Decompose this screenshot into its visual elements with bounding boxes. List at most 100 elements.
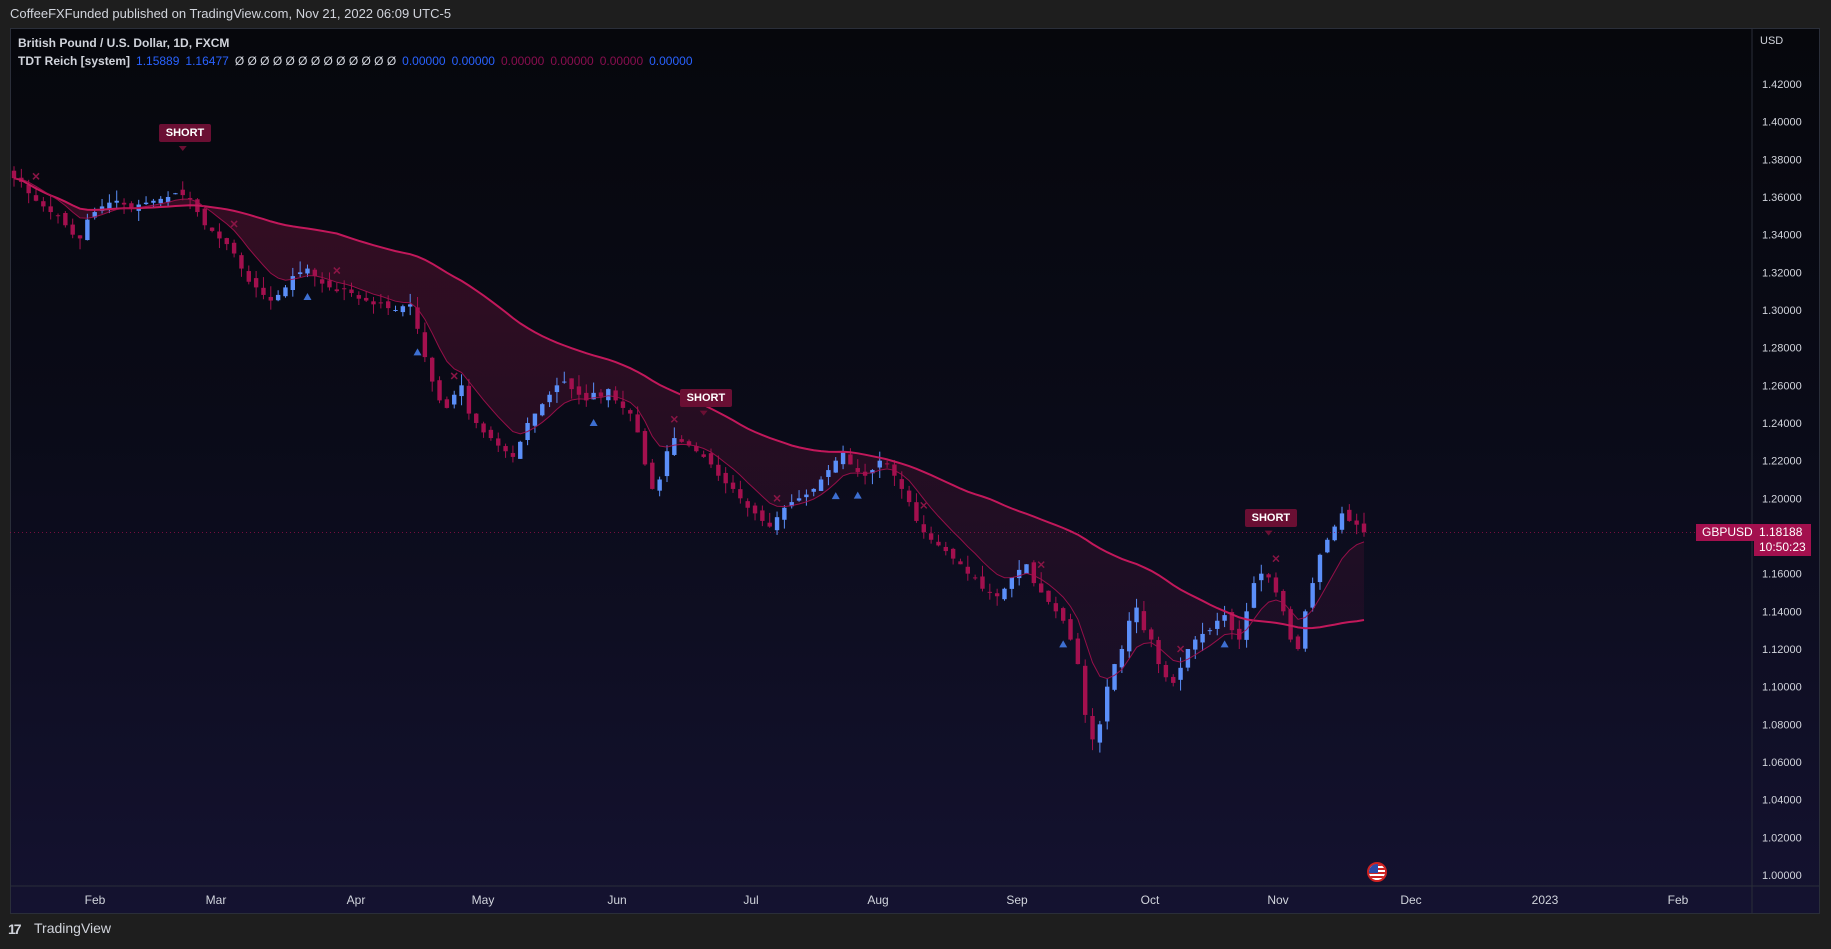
y-tick-label: 1.28000	[1762, 343, 1802, 355]
candle-body	[767, 522, 772, 527]
candle-body	[488, 429, 494, 439]
candle-body	[796, 498, 802, 501]
candle-body	[11, 170, 17, 179]
candle-body	[1171, 676, 1176, 683]
publish-info: CoffeeFXFunded published on TradingView.…	[10, 6, 452, 21]
candle-body	[312, 269, 318, 277]
currency-label: USD	[1760, 35, 1783, 47]
long-signal-icon	[1220, 640, 1229, 648]
candle-body	[672, 438, 677, 455]
candle-body	[1317, 554, 1323, 583]
candle-body	[1002, 588, 1007, 600]
candle-body	[980, 576, 985, 589]
candle-body	[63, 212, 68, 226]
candle-body	[1339, 513, 1345, 530]
candle-body	[1207, 630, 1213, 632]
candle-body	[121, 202, 127, 205]
footer-brand[interactable]: 17 TradingView	[8, 920, 112, 937]
candle-body	[884, 463, 890, 465]
bar-countdown: 10:50:23	[1759, 540, 1806, 555]
candle-body	[356, 295, 362, 299]
y-tick-label: 1.10000	[1762, 682, 1802, 694]
candle-body	[972, 577, 978, 579]
candle-body	[151, 200, 156, 203]
candle-body	[965, 566, 971, 574]
candle-body	[77, 235, 83, 239]
long-signal-icon	[413, 348, 422, 356]
x-tick-label: Dec	[1400, 893, 1421, 907]
indicator-value: 1.16477	[185, 54, 229, 68]
us-event-flag-icon[interactable]	[1367, 862, 1387, 882]
candle-body	[129, 203, 134, 209]
x-tick-label: Jul	[743, 893, 758, 907]
short-signal-label: SHORT	[158, 124, 212, 143]
candle-body	[943, 546, 948, 552]
footer-brand-label: TradingView	[34, 920, 112, 936]
candle-body	[547, 394, 552, 403]
candle-body	[341, 288, 347, 290]
indicator-name[interactable]: TDT Reich [system]	[18, 54, 131, 68]
candle-body	[283, 287, 288, 297]
x-tick-label: Aug	[867, 893, 888, 907]
candle-body	[818, 479, 824, 491]
candle-body	[55, 215, 61, 217]
candle-body	[730, 482, 736, 489]
candle-body	[1295, 636, 1301, 649]
candle-body	[789, 502, 794, 507]
candle-body	[1090, 715, 1095, 740]
candle-body	[1303, 611, 1308, 649]
candle-body	[855, 468, 860, 472]
long-signal-icon	[831, 492, 840, 500]
candle-body	[239, 255, 244, 269]
x-tick-label: Nov	[1267, 893, 1288, 907]
candle-body	[85, 219, 90, 241]
candle-body	[319, 279, 325, 284]
candle-body	[430, 357, 435, 382]
candle-body	[92, 212, 97, 218]
candle-body	[1016, 569, 1022, 579]
y-tick-label: 1.02000	[1762, 832, 1802, 844]
candle-body	[642, 431, 648, 465]
candle-body	[422, 332, 428, 358]
candle-body	[459, 385, 464, 397]
indicator-value: 0.00000	[599, 54, 644, 68]
candle-body	[679, 439, 684, 442]
candle-body	[246, 271, 251, 282]
exit-signal-icon	[230, 220, 238, 228]
candle-body	[1038, 583, 1044, 593]
candle-body	[760, 510, 765, 521]
candle-body	[297, 272, 303, 275]
short-signal-label: SHORT	[679, 388, 733, 407]
indicator-row[interactable]: TDT Reich [system] 1.15889 1.16477 Ø Ø Ø Ø …	[18, 52, 693, 70]
candle-body	[349, 289, 354, 294]
symbol-title[interactable]: British Pound / U.S. Dollar, 1D, FXCM	[18, 36, 230, 50]
candle-body	[415, 307, 420, 329]
short-marker-icon	[1264, 530, 1273, 536]
candle-body	[1332, 526, 1337, 541]
candle-body	[437, 380, 442, 401]
candle-body	[1119, 649, 1125, 668]
candle-body	[173, 193, 178, 195]
candle-body	[268, 296, 273, 301]
candle-body	[950, 548, 956, 559]
candle-body	[1127, 620, 1132, 652]
x-tick-label: Jun	[607, 893, 626, 907]
long-signal-icon	[589, 418, 598, 426]
long-signal-icon	[853, 491, 862, 499]
candle-body	[510, 453, 516, 457]
y-tick-label: 1.00000	[1762, 870, 1802, 882]
candle-body	[1200, 633, 1205, 643]
candle-body	[650, 462, 655, 489]
candle-body	[840, 451, 846, 465]
candle-body	[444, 399, 450, 408]
candle-body	[217, 231, 222, 239]
candle-body	[496, 438, 501, 446]
candle-body	[70, 224, 75, 235]
candle-body	[774, 517, 780, 531]
candle-body	[1009, 577, 1015, 589]
candle-body	[224, 238, 229, 245]
candle-body	[635, 414, 640, 433]
candle-body	[936, 541, 941, 546]
candle-body	[1185, 649, 1191, 668]
